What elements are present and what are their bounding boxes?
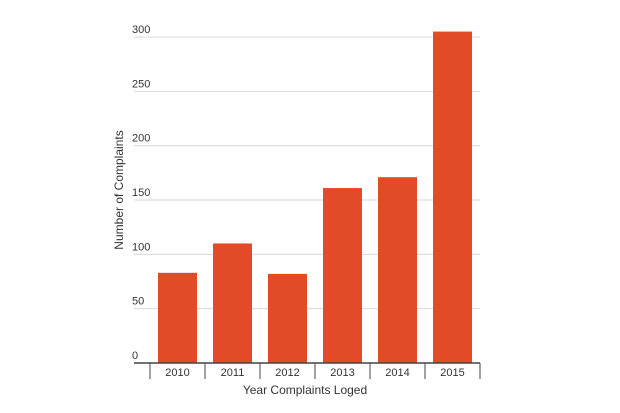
x-tick-label: 2015 — [440, 367, 464, 379]
y-tick-label: 250 — [132, 78, 150, 90]
y-tick-label: 150 — [132, 187, 150, 199]
y-tick-label: 300 — [132, 24, 150, 36]
bar-2014 — [378, 177, 417, 363]
bar-2010 — [158, 272, 197, 363]
y-tick-label: 50 — [132, 296, 144, 308]
y-axis-title: Number of Complaints — [112, 130, 126, 249]
x-tick-label: 2010 — [165, 367, 189, 379]
x-tick-label: 2011 — [221, 367, 245, 379]
x-tick-label: 2012 — [275, 367, 299, 379]
y-tick-labels: 0 50 100 150 200 250 300 — [132, 24, 150, 362]
y-tick-label: 200 — [132, 133, 150, 145]
bar-2015 — [433, 31, 472, 364]
gridlines — [134, 36, 480, 310]
bar-2013 — [323, 188, 362, 363]
y-tick-label: 0 — [132, 350, 138, 362]
x-tick-labels: 2010 2011 2012 2013 2014 2015 — [165, 367, 464, 379]
bar-2011 — [213, 243, 252, 363]
x-tick-label: 2014 — [385, 367, 409, 379]
bar-2012 — [268, 273, 307, 363]
x-tick-label: 2013 — [330, 367, 354, 379]
x-axis-title: Year Complaints Loged — [243, 383, 367, 397]
y-tick-label: 100 — [132, 241, 150, 253]
x-axis — [134, 362, 481, 379]
bars — [158, 31, 472, 364]
